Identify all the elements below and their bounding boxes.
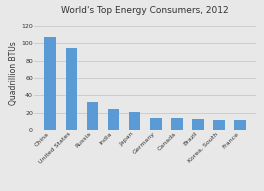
Bar: [192, 120, 204, 130]
Bar: [234, 120, 246, 130]
Bar: [44, 37, 56, 130]
Bar: [87, 102, 98, 130]
Y-axis label: Quadrillion BTUs: Quadrillion BTUs: [10, 42, 18, 105]
Bar: [108, 109, 119, 130]
Bar: [129, 112, 140, 130]
Title: World's Top Energy Consumers, 2012: World's Top Energy Consumers, 2012: [62, 6, 229, 15]
Bar: [65, 48, 77, 130]
Bar: [150, 118, 162, 130]
Bar: [171, 118, 183, 130]
Bar: [213, 120, 225, 130]
